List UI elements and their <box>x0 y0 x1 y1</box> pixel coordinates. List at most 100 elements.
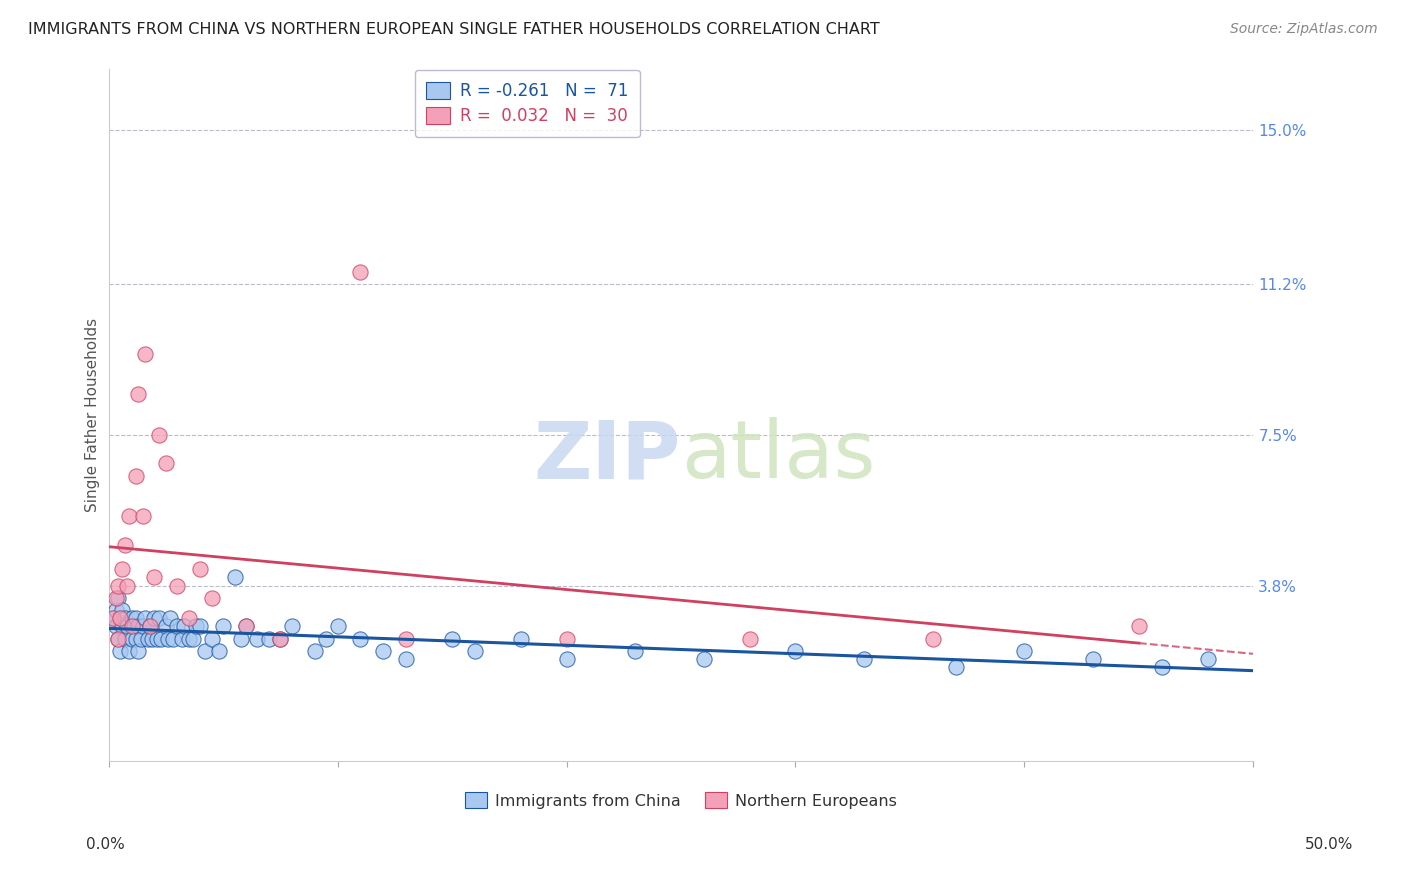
Point <box>246 632 269 646</box>
Point <box>118 644 141 658</box>
Point <box>148 428 170 442</box>
Point <box>145 632 167 646</box>
Y-axis label: Single Father Households: Single Father Households <box>86 318 100 512</box>
Point <box>141 632 163 646</box>
Point <box>108 611 131 625</box>
Point <box>155 619 177 633</box>
Point <box>269 632 291 646</box>
Point <box>107 579 129 593</box>
Point <box>143 570 166 584</box>
Point <box>166 579 188 593</box>
Point <box>235 619 257 633</box>
Point <box>111 562 134 576</box>
Point <box>349 632 371 646</box>
Point <box>441 632 464 646</box>
Point <box>173 619 195 633</box>
Point <box>184 619 207 633</box>
Point <box>132 619 155 633</box>
Point <box>693 652 716 666</box>
Point <box>555 652 578 666</box>
Point <box>166 619 188 633</box>
Point <box>853 652 876 666</box>
Point <box>127 387 149 401</box>
Point <box>188 619 211 633</box>
Point <box>127 619 149 633</box>
Point <box>104 603 127 617</box>
Text: Source: ZipAtlas.com: Source: ZipAtlas.com <box>1230 22 1378 37</box>
Point <box>235 619 257 633</box>
Point <box>785 644 807 658</box>
Point <box>108 611 131 625</box>
Point <box>188 562 211 576</box>
Point <box>134 611 156 625</box>
Point <box>201 632 224 646</box>
Point <box>231 632 253 646</box>
Point <box>129 632 152 646</box>
Point <box>114 611 136 625</box>
Point <box>177 632 200 646</box>
Point <box>1081 652 1104 666</box>
Point <box>257 632 280 646</box>
Text: IMMIGRANTS FROM CHINA VS NORTHERN EUROPEAN SINGLE FATHER HOUSEHOLDS CORRELATION : IMMIGRANTS FROM CHINA VS NORTHERN EUROPE… <box>28 22 880 37</box>
Point <box>118 509 141 524</box>
Point <box>212 619 235 633</box>
Point <box>945 660 967 674</box>
Point <box>115 619 138 633</box>
Point <box>103 611 125 625</box>
Point <box>1014 644 1036 658</box>
Point <box>194 644 217 658</box>
Point <box>304 644 326 658</box>
Point <box>125 468 148 483</box>
Point <box>281 619 304 633</box>
Point <box>139 619 162 633</box>
Point <box>624 644 647 658</box>
Text: atlas: atlas <box>681 417 876 495</box>
Point <box>122 619 145 633</box>
Point <box>121 611 143 625</box>
Point <box>127 644 149 658</box>
Point <box>921 632 943 646</box>
Point <box>108 644 131 658</box>
Point <box>315 632 337 646</box>
Point <box>125 632 148 646</box>
Point <box>1150 660 1173 674</box>
Point <box>107 632 129 646</box>
Point <box>121 632 143 646</box>
Point <box>121 619 143 633</box>
Point <box>1197 652 1219 666</box>
Text: 50.0%: 50.0% <box>1305 838 1353 852</box>
Point <box>1128 619 1150 633</box>
Text: ZIP: ZIP <box>534 417 681 495</box>
Point <box>136 632 159 646</box>
Point <box>395 652 418 666</box>
Point <box>207 644 229 658</box>
Point <box>103 611 125 625</box>
Point <box>159 611 181 625</box>
Point <box>107 632 129 646</box>
Point <box>224 570 246 584</box>
Point <box>134 346 156 360</box>
Point <box>107 591 129 605</box>
Point <box>464 644 486 658</box>
Point <box>150 632 173 646</box>
Point <box>326 619 349 633</box>
Point <box>395 632 418 646</box>
Point <box>115 579 138 593</box>
Point <box>155 457 177 471</box>
Point <box>738 632 761 646</box>
Point <box>132 509 155 524</box>
Point <box>177 611 200 625</box>
Point <box>114 538 136 552</box>
Point <box>157 632 180 646</box>
Point <box>114 632 136 646</box>
Legend: Immigrants from China, Northern Europeans: Immigrants from China, Northern European… <box>458 786 904 815</box>
Point <box>148 611 170 625</box>
Point <box>162 632 184 646</box>
Point <box>125 611 148 625</box>
Point <box>555 632 578 646</box>
Point <box>509 632 531 646</box>
Point <box>111 619 134 633</box>
Point <box>201 591 224 605</box>
Point <box>373 644 395 658</box>
Text: 0.0%: 0.0% <box>86 838 125 852</box>
